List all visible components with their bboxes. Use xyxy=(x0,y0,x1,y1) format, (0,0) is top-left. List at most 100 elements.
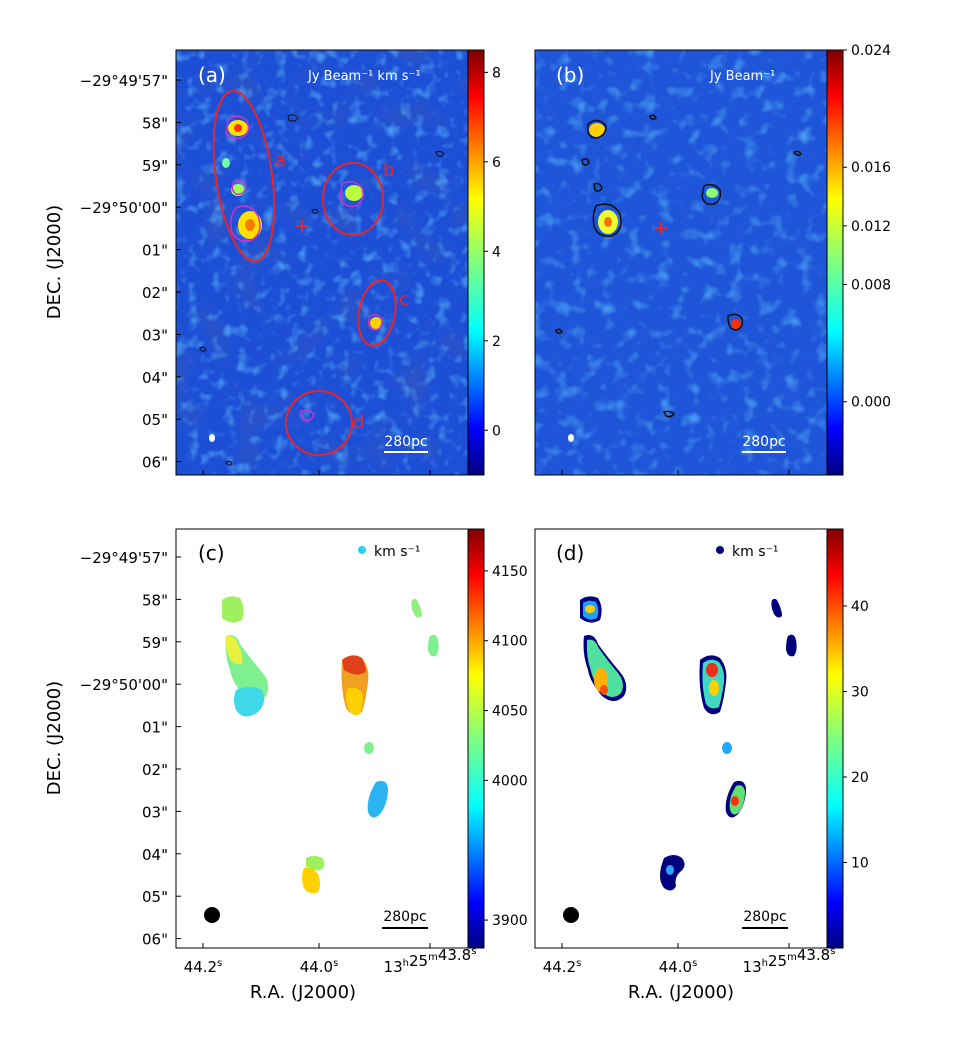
panel-c-unit: km s⁻¹ xyxy=(374,544,421,560)
colorbar-b-tick-label: 0.000 xyxy=(851,395,891,411)
panel-c-label: (c) xyxy=(198,541,225,565)
dec-tick-labels-bottom: −29°49'57" 58" 59" −29°50'00" 01" 02" 03" 04" 05… xyxy=(80,549,181,949)
colorbar-d-tick-label: 10 xyxy=(851,855,869,871)
panel-b-center-cross xyxy=(655,222,667,234)
panel-b-beam xyxy=(568,434,574,442)
panel-a-scalebar-label: 280pc xyxy=(384,434,427,450)
dec-tick-label: −29°49'57" xyxy=(80,72,168,90)
panel-a-unit: Jy Beam⁻¹ km s⁻¹ xyxy=(307,69,421,84)
colorbar-a-tick-label: 2 xyxy=(492,334,501,350)
region-label-b: b xyxy=(383,160,394,181)
dec-tick-label: 58" xyxy=(142,114,168,132)
panel-c-velocity-field xyxy=(222,596,439,894)
colorbar-a-tick-label: 4 xyxy=(492,244,501,260)
panel-c-background xyxy=(176,529,468,948)
panel-a-emission xyxy=(222,120,382,329)
panel-a-contours xyxy=(225,115,383,422)
panel-d-background xyxy=(535,529,827,948)
panel-a-black-contours xyxy=(199,114,445,466)
panel-a-label: (a) xyxy=(198,63,226,87)
colorbar-c-tick-label: 4100 xyxy=(492,634,528,650)
dec-tick-label: 04" xyxy=(142,846,168,864)
panel-b-contours xyxy=(555,114,802,418)
dec-tick-label: 59" xyxy=(142,634,168,652)
colorbar-c-gradient xyxy=(467,528,485,949)
dec-tick-labels-top: −29°49'57" 58" 59" −29°50'00" 01" 02" 03" 04" 05… xyxy=(80,72,181,472)
panel-d-unit-marker xyxy=(716,546,724,554)
dec-tick-label: 06" xyxy=(142,931,168,949)
panel-d-scalebar-label: 280pc xyxy=(743,909,786,925)
ra-tick-label: 13h25m43.8s xyxy=(384,946,477,976)
colorbar-b-tick-label: 0.008 xyxy=(851,277,891,293)
panel-c-unit-marker xyxy=(358,546,366,554)
ra-tick-label: 44.2s xyxy=(184,958,223,976)
panel-c-scalebar-label: 280pc xyxy=(383,909,426,925)
dec-tick-label: 02" xyxy=(142,761,168,779)
panel-b: 280pc (b) Jy Beam⁻¹ xyxy=(534,49,828,476)
region-ellipse-a xyxy=(212,89,276,263)
dec-tick-label: 05" xyxy=(142,411,168,429)
panel-b-label: (b) xyxy=(556,63,584,87)
colorbar-d-tick-label: 30 xyxy=(851,684,869,700)
panel-a-center-cross xyxy=(296,220,308,232)
x-axis-label-left: R.A. (J2000) xyxy=(250,982,356,1003)
panel-a-region-labels: a b c d xyxy=(275,150,409,433)
dec-tick-label: 06" xyxy=(142,454,168,472)
dec-tick-label: 05" xyxy=(142,888,168,906)
region-label-d: d xyxy=(353,412,364,433)
dec-tick-label: 04" xyxy=(142,369,168,387)
region-label-a: a xyxy=(275,150,286,171)
colorbar-c-tick-label: 3900 xyxy=(492,913,528,929)
ra-tick-label: 13h25m43.8s xyxy=(743,946,836,976)
colorbar-b: 0.000 0.008 0.012 0.016 0.024 xyxy=(826,43,891,476)
region-ellipse-d xyxy=(285,390,353,456)
panel-d: 280pc (d) km s⁻¹ xyxy=(534,528,828,949)
colorbar-b-tick-label: 0.024 xyxy=(851,43,891,59)
dec-tick-label: 02" xyxy=(142,284,168,302)
colorbar-a: 0 2 4 6 8 xyxy=(467,49,501,476)
dec-tick-label: −29°50'00" xyxy=(80,199,168,217)
panel-a-noise-texture xyxy=(176,50,468,475)
colorbar-c-tick-label: 4000 xyxy=(492,773,528,789)
panel-b-emission xyxy=(589,123,741,329)
dec-tick-label: 03" xyxy=(142,803,168,821)
dec-tick-label: 01" xyxy=(142,242,168,260)
dec-tick-label: 59" xyxy=(142,157,168,175)
panel-b-scalebar-label: 280pc xyxy=(742,434,785,450)
dec-tick-label: 01" xyxy=(142,719,168,737)
y-axis-label-top: DEC. (J2000) xyxy=(44,205,65,319)
panel-d-label: (d) xyxy=(556,541,584,565)
colorbar-a-gradient xyxy=(467,49,485,476)
colorbar-b-tick-label: 0.016 xyxy=(851,160,891,176)
dec-tick-label: 58" xyxy=(142,591,168,609)
colorbar-a-tick-label: 8 xyxy=(492,65,501,81)
colorbar-a-tick-label: 0 xyxy=(492,423,501,439)
ra-tick-label: 44.2s xyxy=(543,958,582,976)
panel-d-dispersion-field xyxy=(580,596,797,891)
region-ellipse-b xyxy=(322,162,384,236)
panel-c: 280pc (c) km s⁻¹ xyxy=(175,528,469,949)
colorbar-a-tick-label: 6 xyxy=(492,155,501,171)
ra-tick-label: 44.0s xyxy=(300,958,339,976)
colorbar-b-gradient xyxy=(826,49,844,476)
panel-a-beam xyxy=(209,434,215,442)
x-axis-label-right: R.A. (J2000) xyxy=(628,982,734,1003)
colorbar-b-tick-label: 0.012 xyxy=(851,219,891,235)
ra-tick-label: 44.0s xyxy=(659,958,698,976)
ra-tick-labels: 44.2s 44.0s 13h25m43.8s 44.2s 44.0s 13h25m43.… xyxy=(184,470,836,976)
dec-tick-label: 03" xyxy=(142,326,168,344)
region-ellipse-c xyxy=(357,279,397,347)
panel-d-unit: km s⁻¹ xyxy=(732,544,779,560)
colorbar-c-tick-label: 4150 xyxy=(492,564,528,580)
panel-a-region-ellipses xyxy=(212,89,397,456)
colorbar-d-tick-label: 40 xyxy=(851,599,869,615)
panel-b-unit: Jy Beam⁻¹ xyxy=(709,69,775,84)
region-label-c: c xyxy=(399,289,409,310)
panel-a: a b c d 280pc (a) Jy Beam⁻¹ km s⁻¹ xyxy=(175,49,469,476)
colorbar-c: 3900 4000 4050 4100 4150 xyxy=(467,528,528,949)
colorbar-d-tick-label: 20 xyxy=(851,770,869,786)
colorbar-c-tick-label: 4050 xyxy=(492,704,528,720)
panel-c-beam xyxy=(204,907,220,923)
dec-tick-label: −29°50'00" xyxy=(80,676,168,694)
